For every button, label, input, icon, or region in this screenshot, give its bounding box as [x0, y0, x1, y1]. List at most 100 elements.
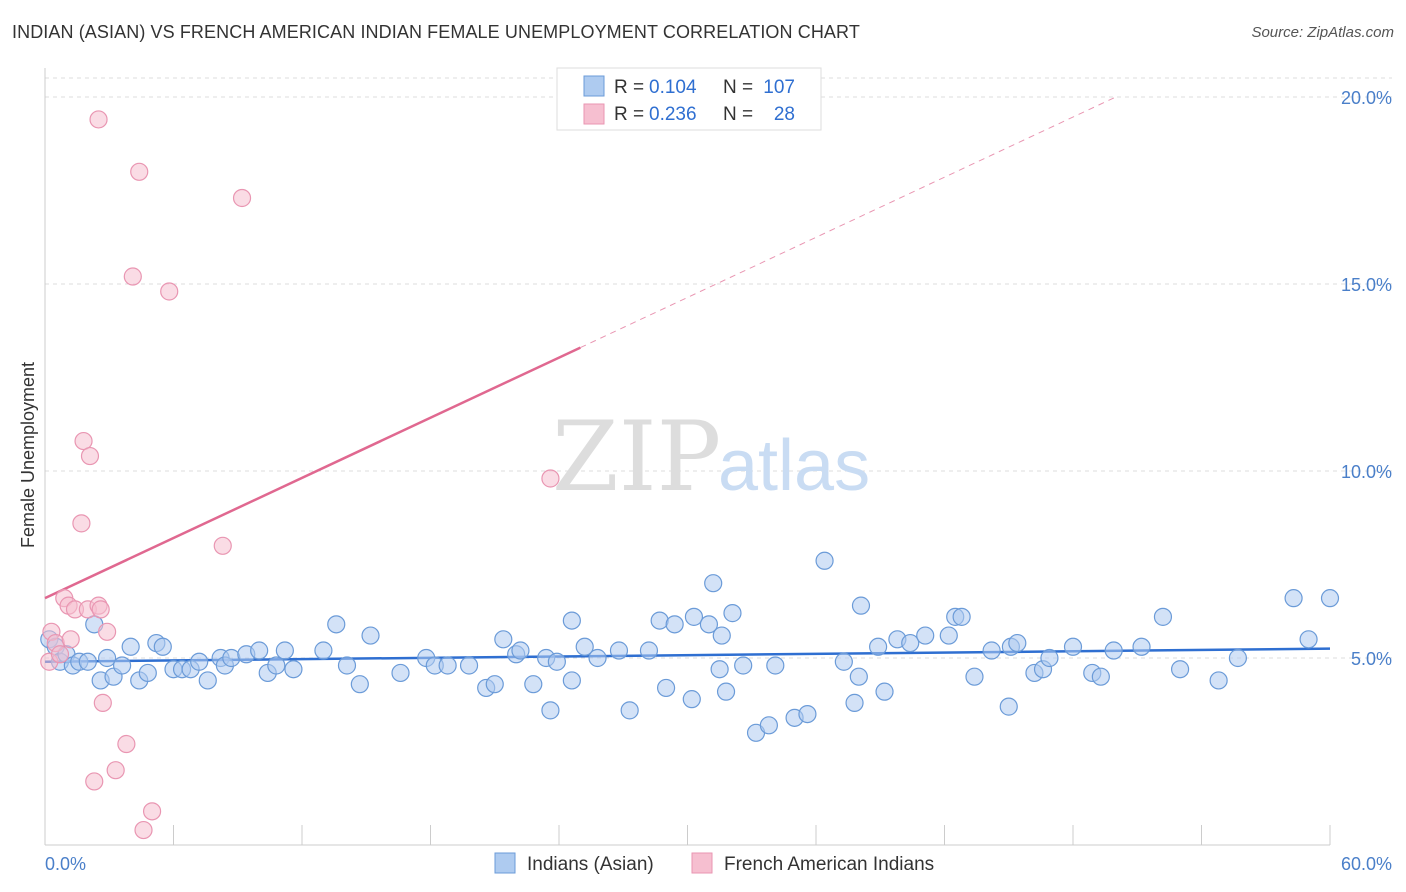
point-indians-asian	[337, 656, 357, 675]
point-indians-asian	[712, 626, 731, 645]
point-indians-asian	[759, 716, 778, 735]
point-indians-asian	[650, 611, 669, 630]
bottom-legend-label-blue: Indians (Asian)	[527, 854, 654, 875]
point-indians-asian	[952, 607, 971, 626]
point-french-american-indians	[98, 622, 117, 641]
point-indians-asian	[684, 607, 704, 626]
point-indians-asian	[562, 671, 581, 690]
point-indians-asian	[710, 660, 729, 679]
point-indians-asian	[1091, 667, 1110, 686]
point-indians-asian	[1063, 637, 1083, 656]
bottom-legend: Indians (Asian) French American Indians	[494, 852, 934, 875]
point-indians-asian	[112, 656, 132, 675]
bottom-legend-swatch-blue	[494, 852, 516, 874]
point-indians-asian	[1104, 641, 1123, 660]
point-indians-asian	[547, 652, 566, 671]
point-indians-asian	[1008, 633, 1027, 653]
point-indians-asian	[1284, 589, 1303, 608]
point-french-american-indians	[142, 802, 162, 821]
point-indians-asian	[999, 697, 1018, 716]
point-french-american-indians	[541, 469, 560, 488]
point-indians-asian	[121, 637, 140, 656]
legend-r-label-1: R =	[614, 77, 644, 98]
point-french-american-indians	[130, 162, 149, 181]
point-indians-asian	[1320, 589, 1340, 608]
point-french-american-indians	[74, 431, 93, 451]
legend-n-label-1: N =	[723, 77, 753, 98]
legend-swatch-pink	[583, 103, 605, 125]
point-french-american-indians	[134, 820, 153, 840]
point-indians-asian	[78, 652, 97, 671]
point-indians-asian	[939, 626, 958, 645]
legend-r-value-1: 0.104	[649, 77, 697, 98]
point-indians-asian	[494, 630, 513, 649]
chart-title: INDIAN (ASIAN) VS FRENCH AMERICAN INDIAN…	[12, 22, 860, 42]
bottom-legend-label-pink: French American Indians	[724, 854, 934, 875]
bottom-legend-swatch-pink	[691, 852, 713, 874]
point-indians-asian	[798, 704, 817, 724]
point-indians-asian	[250, 641, 269, 660]
point-indians-asian	[609, 641, 629, 660]
point-indians-asian	[511, 641, 530, 660]
legend-swatch-blue	[583, 75, 605, 97]
legend: R = 0.104 N = 107 R = 0.236 N = 28	[556, 67, 822, 131]
legend-r-label-2: R =	[614, 104, 644, 125]
y-tick-label: 20.0%	[1341, 88, 1392, 108]
point-indians-asian	[222, 648, 241, 668]
grid-layer	[45, 77, 1392, 659]
point-indians-asian	[524, 675, 543, 694]
legend-n-value-1: 107	[763, 77, 795, 98]
source-label: Source: ZipAtlas.com	[1251, 24, 1394, 41]
point-indians-asian	[459, 656, 479, 675]
point-indians-asian	[639, 641, 659, 660]
point-indians-asian	[766, 656, 785, 675]
trend-layer	[44, 96, 1331, 663]
point-indians-asian	[869, 637, 888, 656]
point-indians-asian	[815, 551, 834, 570]
point-indians-asian	[485, 675, 504, 694]
x-tick-label: 0.0%	[45, 854, 86, 874]
axis-layer: 5.0% 10.0% 15.0% 20.0% 0.0% 60.0%	[44, 68, 1392, 874]
point-indians-asian	[1170, 660, 1190, 679]
trendline-extension-french-american-indians	[580, 96, 1117, 349]
point-indians-asian	[834, 652, 853, 671]
point-indians-asian	[665, 615, 684, 634]
point-indians-asian	[1299, 630, 1318, 649]
y-tick-label: 10.0%	[1341, 462, 1392, 482]
point-indians-asian	[901, 633, 920, 653]
point-indians-asian	[438, 656, 457, 675]
legend-n-label-2: N =	[723, 104, 753, 125]
point-indians-asian	[875, 682, 894, 701]
point-indians-asian	[198, 671, 217, 690]
point-french-american-indians	[89, 110, 108, 129]
point-indians-asian	[656, 678, 676, 698]
point-french-american-indians	[85, 772, 104, 791]
y-axis-label: Female Unemployment	[18, 362, 38, 548]
point-indians-asian	[704, 574, 723, 593]
point-indians-asian	[138, 663, 157, 683]
point-indians-asian	[849, 667, 868, 686]
point-indians-asian	[1040, 648, 1059, 668]
watermark: ZIP atlas	[552, 401, 870, 513]
point-indians-asian	[1132, 637, 1151, 656]
point-indians-asian	[98, 648, 117, 668]
point-indians-asian	[361, 626, 380, 645]
point-indians-asian	[734, 656, 753, 675]
point-indians-asian	[682, 690, 701, 709]
point-indians-asian	[916, 626, 935, 645]
point-indians-asian	[391, 663, 410, 683]
point-indians-asian	[562, 611, 581, 630]
point-indians-asian	[1228, 648, 1248, 668]
point-french-american-indians	[61, 630, 80, 649]
point-french-american-indians	[117, 734, 136, 754]
point-indians-asian	[575, 637, 594, 656]
point-indians-asian	[284, 660, 303, 679]
point-indians-asian	[1153, 607, 1173, 626]
point-indians-asian	[314, 641, 333, 660]
point-french-american-indians	[160, 282, 179, 301]
point-french-american-indians	[91, 600, 110, 619]
point-indians-asian	[851, 596, 871, 615]
legend-r-value-2: 0.236	[649, 104, 697, 125]
point-indians-asian	[327, 615, 346, 634]
point-indians-asian	[153, 637, 172, 656]
